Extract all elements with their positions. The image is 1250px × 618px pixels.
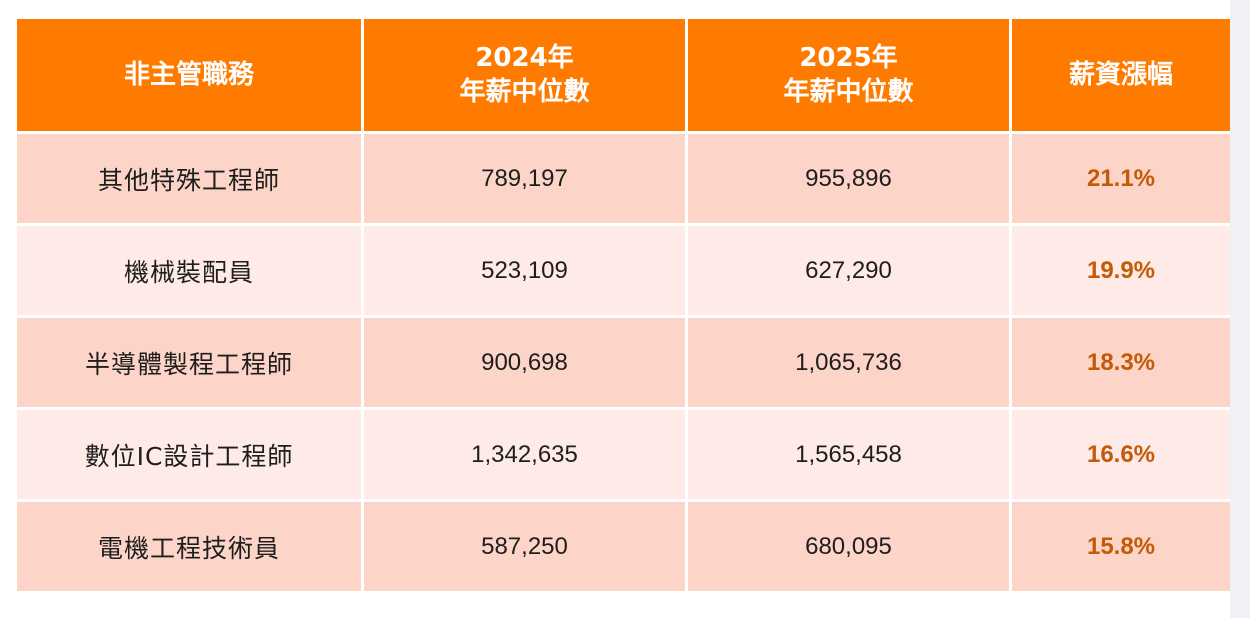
- header-job-line1: 非主管職務: [123, 60, 254, 90]
- salary-2025-cell: 627,290: [688, 226, 1009, 315]
- salary-2025-cell: 1,565,458: [688, 410, 1009, 499]
- job-cell: 電機工程技術員: [17, 502, 361, 591]
- salary-2024-cell: 587,250: [364, 502, 685, 591]
- table-header-row: 非主管職務 2024年 年薪中位數 2025年 年薪中位數 薪資漲幅: [17, 19, 1230, 131]
- growth-cell: 19.9%: [1012, 226, 1230, 315]
- salary-2025-cell: 1,065,736: [688, 318, 1009, 407]
- growth-cell: 18.3%: [1012, 318, 1230, 407]
- salary-2025-cell: 955,896: [688, 134, 1009, 223]
- salary-2024-cell: 523,109: [364, 226, 685, 315]
- salary-2024-cell: 1,342,635: [364, 410, 685, 499]
- table-row: 電機工程技術員 587,250 680,095 15.8%: [17, 502, 1230, 591]
- salary-2025-cell: 680,095: [688, 502, 1009, 591]
- job-cell: 其他特殊工程師: [17, 134, 361, 223]
- header-2024-line2: 年薪中位數: [459, 77, 590, 107]
- header-2025-line2: 年薪中位數: [783, 77, 914, 107]
- header-2025: 2025年 年薪中位數: [688, 19, 1009, 131]
- salary-2024-cell: 789,197: [364, 134, 685, 223]
- table-row: 其他特殊工程師 789,197 955,896 21.1%: [17, 134, 1230, 223]
- job-cell: 機械裝配員: [17, 226, 361, 315]
- header-job: 非主管職務: [17, 19, 361, 131]
- header-growth-line1: 薪資漲幅: [1068, 60, 1173, 90]
- growth-cell: 16.6%: [1012, 410, 1230, 499]
- table-row: 數位IC設計工程師 1,342,635 1,565,458 16.6%: [17, 410, 1230, 499]
- job-cell: 數位IC設計工程師: [17, 410, 361, 499]
- header-2024-line1: 2024年: [475, 43, 574, 73]
- job-cell: 半導體製程工程師: [17, 318, 361, 407]
- table-row: 機械裝配員 523,109 627,290 19.9%: [17, 226, 1230, 315]
- growth-cell: 21.1%: [1012, 134, 1230, 223]
- header-2025-line1: 2025年: [799, 43, 898, 73]
- growth-cell: 15.8%: [1012, 502, 1230, 591]
- salary-growth-table: 非主管職務 2024年 年薪中位數 2025年 年薪中位數 薪資漲幅 其他特殊工…: [14, 16, 1233, 594]
- header-growth: 薪資漲幅: [1012, 19, 1230, 131]
- header-2024: 2024年 年薪中位數: [364, 19, 685, 131]
- salary-2024-cell: 900,698: [364, 318, 685, 407]
- table-row: 半導體製程工程師 900,698 1,065,736 18.3%: [17, 318, 1230, 407]
